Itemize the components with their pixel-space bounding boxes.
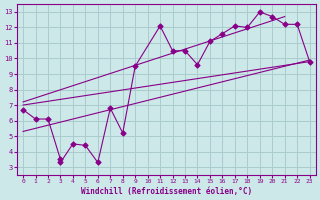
Point bbox=[33, 117, 38, 121]
Point bbox=[245, 26, 250, 29]
Point bbox=[58, 161, 63, 164]
Point bbox=[170, 49, 175, 52]
Point bbox=[182, 49, 188, 52]
Point bbox=[157, 24, 163, 27]
Point bbox=[195, 63, 200, 66]
Point bbox=[270, 15, 275, 18]
Point bbox=[120, 131, 125, 135]
Point bbox=[307, 60, 312, 63]
Point bbox=[295, 23, 300, 26]
Point bbox=[282, 23, 287, 26]
Point bbox=[132, 65, 138, 68]
Point bbox=[70, 142, 76, 145]
Point bbox=[45, 117, 51, 121]
Point bbox=[232, 24, 237, 27]
Point bbox=[95, 161, 100, 164]
Point bbox=[108, 107, 113, 110]
Point bbox=[257, 10, 262, 14]
Point bbox=[207, 40, 212, 43]
Point bbox=[58, 158, 63, 161]
Point bbox=[20, 108, 26, 111]
X-axis label: Windchill (Refroidissement éolien,°C): Windchill (Refroidissement éolien,°C) bbox=[81, 187, 252, 196]
Point bbox=[220, 32, 225, 35]
Point bbox=[83, 144, 88, 147]
